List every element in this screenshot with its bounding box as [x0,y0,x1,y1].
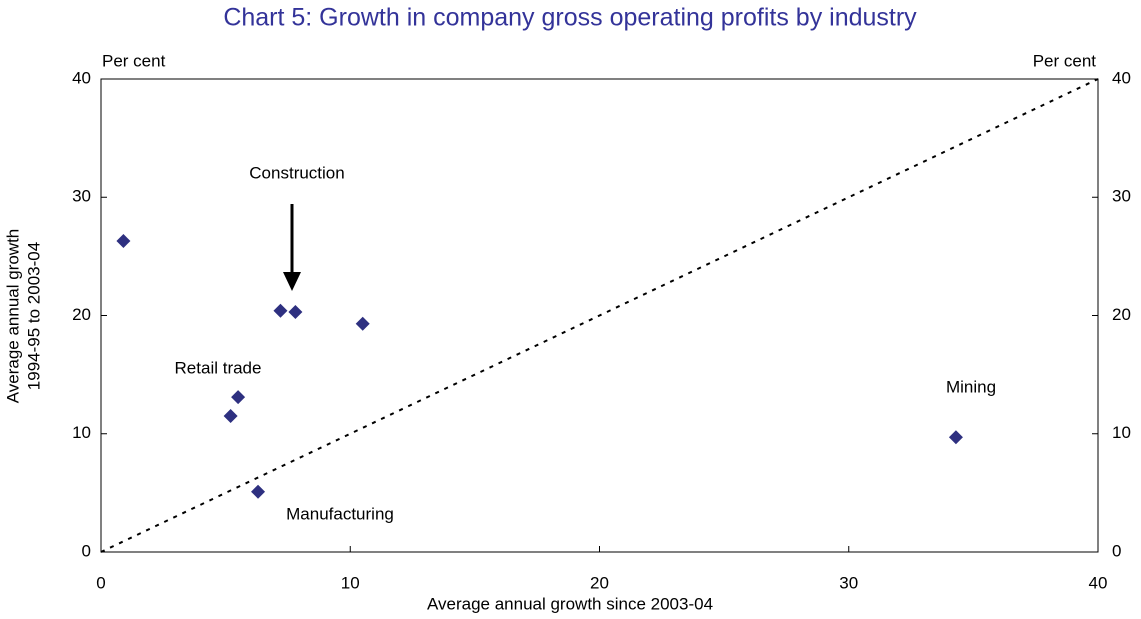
chart-title: Chart 5: Growth in company gross operati… [223,4,917,32]
y-axis-label: Average annual growth [3,229,22,404]
reference-diagonal [100,78,1099,553]
x-tick-label: 20 [590,573,609,592]
y2-tick-label: 20 [1112,305,1131,324]
annotation: Construction [249,163,344,182]
y-axis-label: 1994-95 to 2003-04 [24,242,43,390]
x-axis-label: Average annual growth since 2003-04 [427,594,713,613]
y-tick-label: 30 [72,187,91,206]
annotation-arrowhead [283,272,301,291]
y2-tick-label: 30 [1112,187,1131,206]
y-tick-label: 10 [72,423,91,442]
x-tick-label: 0 [96,573,105,592]
y-tick-label: 40 [72,68,91,87]
annotation: Manufacturing [286,504,394,523]
x-tick-label: 40 [1089,573,1108,592]
y2-tick-label: 40 [1112,68,1131,87]
point [251,484,266,499]
x-tick-label: 10 [341,573,360,592]
point [231,390,246,405]
point [116,234,131,249]
y-tick-label: 0 [82,541,91,560]
y2-tick-label: 10 [1112,423,1131,442]
y2-tick-label: 0 [1112,541,1121,560]
y2-unit: Per cent [1033,51,1097,70]
point [288,304,303,319]
x-tick-label: 30 [839,573,858,592]
annotation: Mining [946,377,996,396]
annotation: Retail trade [175,358,262,377]
point [355,316,370,331]
point [948,430,963,445]
point [223,409,238,424]
y-unit: Per cent [102,51,166,70]
point [273,303,288,318]
y-tick-label: 20 [72,305,91,324]
